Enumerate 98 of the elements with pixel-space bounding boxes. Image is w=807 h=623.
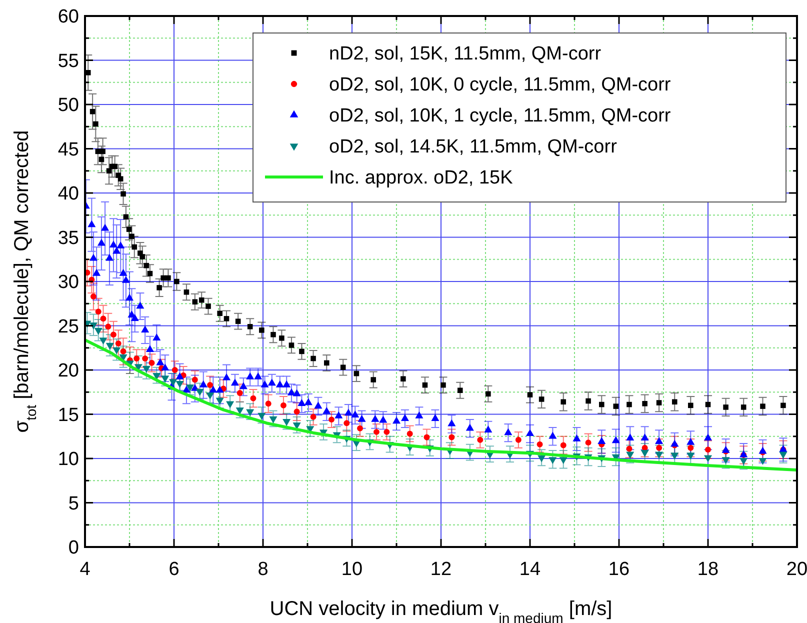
x-tick-label: 8	[258, 559, 268, 580]
x-tick-label: 10	[341, 559, 363, 580]
point	[560, 442, 566, 448]
x-tick-label: 12	[430, 559, 452, 580]
point	[99, 338, 108, 345]
point	[94, 328, 102, 335]
point	[250, 395, 256, 402]
point	[152, 372, 161, 380]
point	[236, 408, 244, 414]
point	[536, 441, 543, 448]
x-tick-label: 14	[519, 559, 541, 580]
point	[236, 390, 243, 396]
point	[704, 455, 712, 462]
point	[206, 392, 214, 400]
point	[626, 452, 634, 459]
point	[585, 440, 592, 446]
y-tick-label: 15	[58, 404, 79, 426]
y-tick-label: 45	[58, 139, 79, 160]
legend-label: Inc. approx. oD2, 15K	[329, 168, 514, 189]
line-series	[85, 338, 797, 472]
x-tick-label: 16	[608, 559, 630, 580]
point	[148, 360, 155, 366]
point	[406, 430, 413, 437]
y-tick-label: 5	[68, 493, 79, 514]
point	[779, 452, 788, 459]
y-tick-label: 55	[58, 50, 79, 72]
point	[226, 401, 234, 408]
point	[246, 409, 254, 416]
point	[294, 408, 300, 415]
point	[328, 416, 335, 423]
point	[686, 452, 695, 460]
x-tick-label: 6	[168, 559, 180, 580]
point	[559, 457, 568, 464]
point	[142, 366, 150, 373]
point	[115, 340, 122, 346]
point	[95, 308, 102, 315]
point	[89, 322, 98, 330]
point	[448, 434, 455, 440]
point	[161, 376, 170, 383]
point	[640, 450, 649, 457]
point	[258, 412, 266, 420]
point	[477, 436, 484, 443]
y-tick-label: 50	[58, 95, 79, 116]
point	[722, 457, 730, 464]
point	[207, 382, 214, 388]
y-tick-label: 30	[58, 272, 79, 294]
point	[265, 400, 272, 407]
x-tick-label: 4	[80, 559, 91, 580]
point	[740, 458, 748, 465]
point	[384, 428, 390, 435]
y-tick-label: 60	[58, 6, 79, 28]
y-tick-label: 0	[68, 538, 79, 559]
point	[705, 446, 711, 453]
point	[515, 436, 522, 443]
point	[688, 444, 694, 451]
point	[626, 446, 632, 452]
point	[310, 414, 316, 420]
point	[344, 420, 350, 426]
point	[655, 452, 664, 459]
y-tick-label: 10	[58, 449, 79, 470]
x-tick-label: 18	[697, 559, 719, 580]
point	[100, 316, 106, 322]
point	[142, 356, 148, 362]
point	[656, 444, 662, 451]
point	[548, 457, 557, 464]
point	[357, 425, 363, 432]
point	[280, 402, 286, 408]
point	[758, 458, 767, 465]
point	[110, 332, 116, 338]
x-tick-label: 20	[786, 559, 807, 580]
point	[172, 367, 178, 373]
point	[134, 356, 140, 362]
point	[90, 294, 96, 300]
point	[670, 452, 679, 460]
legend-label: oD2, sol, 10K, 1 cycle, 11.5mm, QM-corr	[329, 106, 672, 127]
point	[192, 376, 198, 383]
point	[269, 416, 278, 424]
point	[424, 434, 430, 440]
y-tick-label: 35	[58, 228, 79, 249]
legend-label: nD2, sol, 15K, 11.5mm, QM-corr	[329, 44, 602, 65]
point	[120, 348, 126, 354]
y-tick-label: 20	[58, 360, 79, 382]
point	[169, 379, 178, 386]
x-axis-title: UCN velocity in medium v$_{in medium}$ [m/s]	[270, 598, 612, 623]
point	[538, 455, 546, 462]
point	[176, 380, 184, 388]
point	[106, 342, 114, 350]
point	[373, 428, 380, 435]
point	[105, 324, 112, 330]
y-tick-label: 40	[58, 184, 79, 205]
y-tick-label: 25	[58, 316, 79, 338]
legend-label: oD2, sol, 14.5K, 11.5mm, QM-corr	[329, 136, 618, 158]
point	[196, 388, 204, 396]
legend-label: oD2, sol, 10K, 0 cycle, 11.5mm, QM-corr	[329, 74, 672, 96]
point	[216, 398, 224, 405]
point	[112, 347, 121, 354]
point	[282, 419, 291, 426]
point	[186, 384, 194, 392]
